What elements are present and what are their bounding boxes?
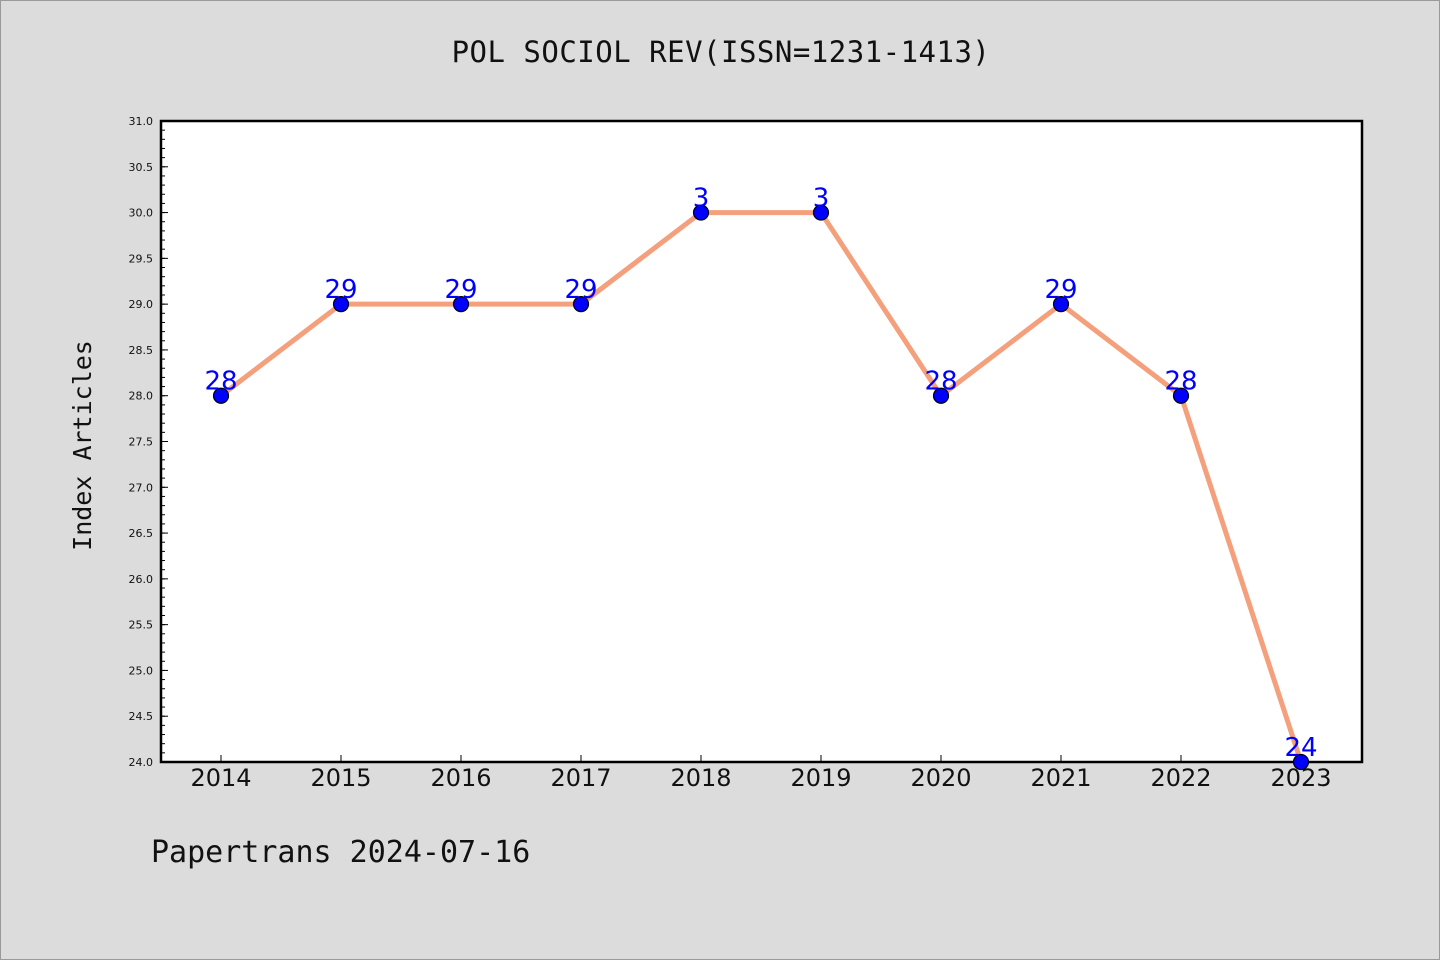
- y-tick-label: 27.0: [129, 481, 154, 494]
- data-point: [812, 204, 830, 221]
- y-tick-label: 31.0: [129, 115, 154, 128]
- data-point: [212, 387, 230, 404]
- data-label: 3: [693, 184, 710, 214]
- y-tick-label: 29.0: [129, 298, 154, 311]
- data-point: [332, 296, 350, 313]
- y-axis: 24.0 24.5 25.0 25.5 26.0 26.5 27.0 27.5 28.0 28.5…: [129, 115, 168, 769]
- data-point: [1172, 387, 1190, 404]
- x-tick-label: 2016: [430, 764, 491, 792]
- data-point: [572, 296, 590, 313]
- y-tick-label: 25.0: [129, 664, 154, 677]
- data-labels: 28 29 29 29 3 3 28 29 28 24: [204, 184, 1317, 763]
- x-tick-label: 2021: [1030, 764, 1091, 792]
- y-tick-label: 28.0: [129, 390, 154, 403]
- data-point: [932, 387, 950, 404]
- chart-title: POL SOCIOL REV(ISSN=1231-1413): [451, 35, 991, 69]
- y-tick-label: 25.5: [129, 619, 154, 632]
- data-point: [1052, 296, 1070, 313]
- y-tick-label: 30.5: [129, 161, 154, 174]
- y-tick-label: 24.0: [129, 756, 154, 769]
- data-label: 29: [1044, 275, 1077, 305]
- y-tick-label: 28.5: [129, 344, 154, 357]
- x-axis: 2014 2015 2016 2017 2018 2019 2020 2021 2022 2023: [190, 755, 1332, 792]
- y-tick-label: 26.5: [129, 527, 154, 540]
- x-tick-label: 2015: [310, 764, 371, 792]
- x-tick-label: 2020: [910, 764, 971, 792]
- data-point: [692, 204, 710, 221]
- x-tick-label: 2019: [790, 764, 851, 792]
- data-label: 28: [204, 367, 237, 397]
- y-axis-label: Index Articles: [68, 340, 97, 551]
- plot-area: [159, 119, 1364, 764]
- data-label: 3: [813, 184, 830, 214]
- data-label: 28: [1164, 367, 1197, 397]
- x-tick-label: 2017: [550, 764, 611, 792]
- x-tick-label: 2018: [670, 764, 731, 792]
- y-tick-label: 27.5: [129, 436, 154, 449]
- y-tick-label: 29.5: [129, 252, 154, 265]
- y-tick-label: 24.5: [129, 710, 154, 723]
- data-label: 28: [924, 367, 957, 397]
- data-point: [1292, 753, 1310, 771]
- data-point: [452, 296, 470, 313]
- data-label: 29: [444, 275, 477, 305]
- x-tick-label: 2022: [1150, 764, 1211, 792]
- x-tick-label: 2014: [190, 764, 251, 792]
- y-tick-label: 30.0: [129, 207, 154, 220]
- data-label: 29: [324, 275, 357, 305]
- series-line: [219, 210, 1304, 763]
- series-group: [212, 204, 1310, 771]
- footer-watermark: Papertrans 2024-07-16: [151, 835, 531, 870]
- data-label: 29: [564, 275, 597, 305]
- data-label: 24: [1284, 733, 1317, 763]
- y-tick-label: 26.0: [129, 573, 154, 586]
